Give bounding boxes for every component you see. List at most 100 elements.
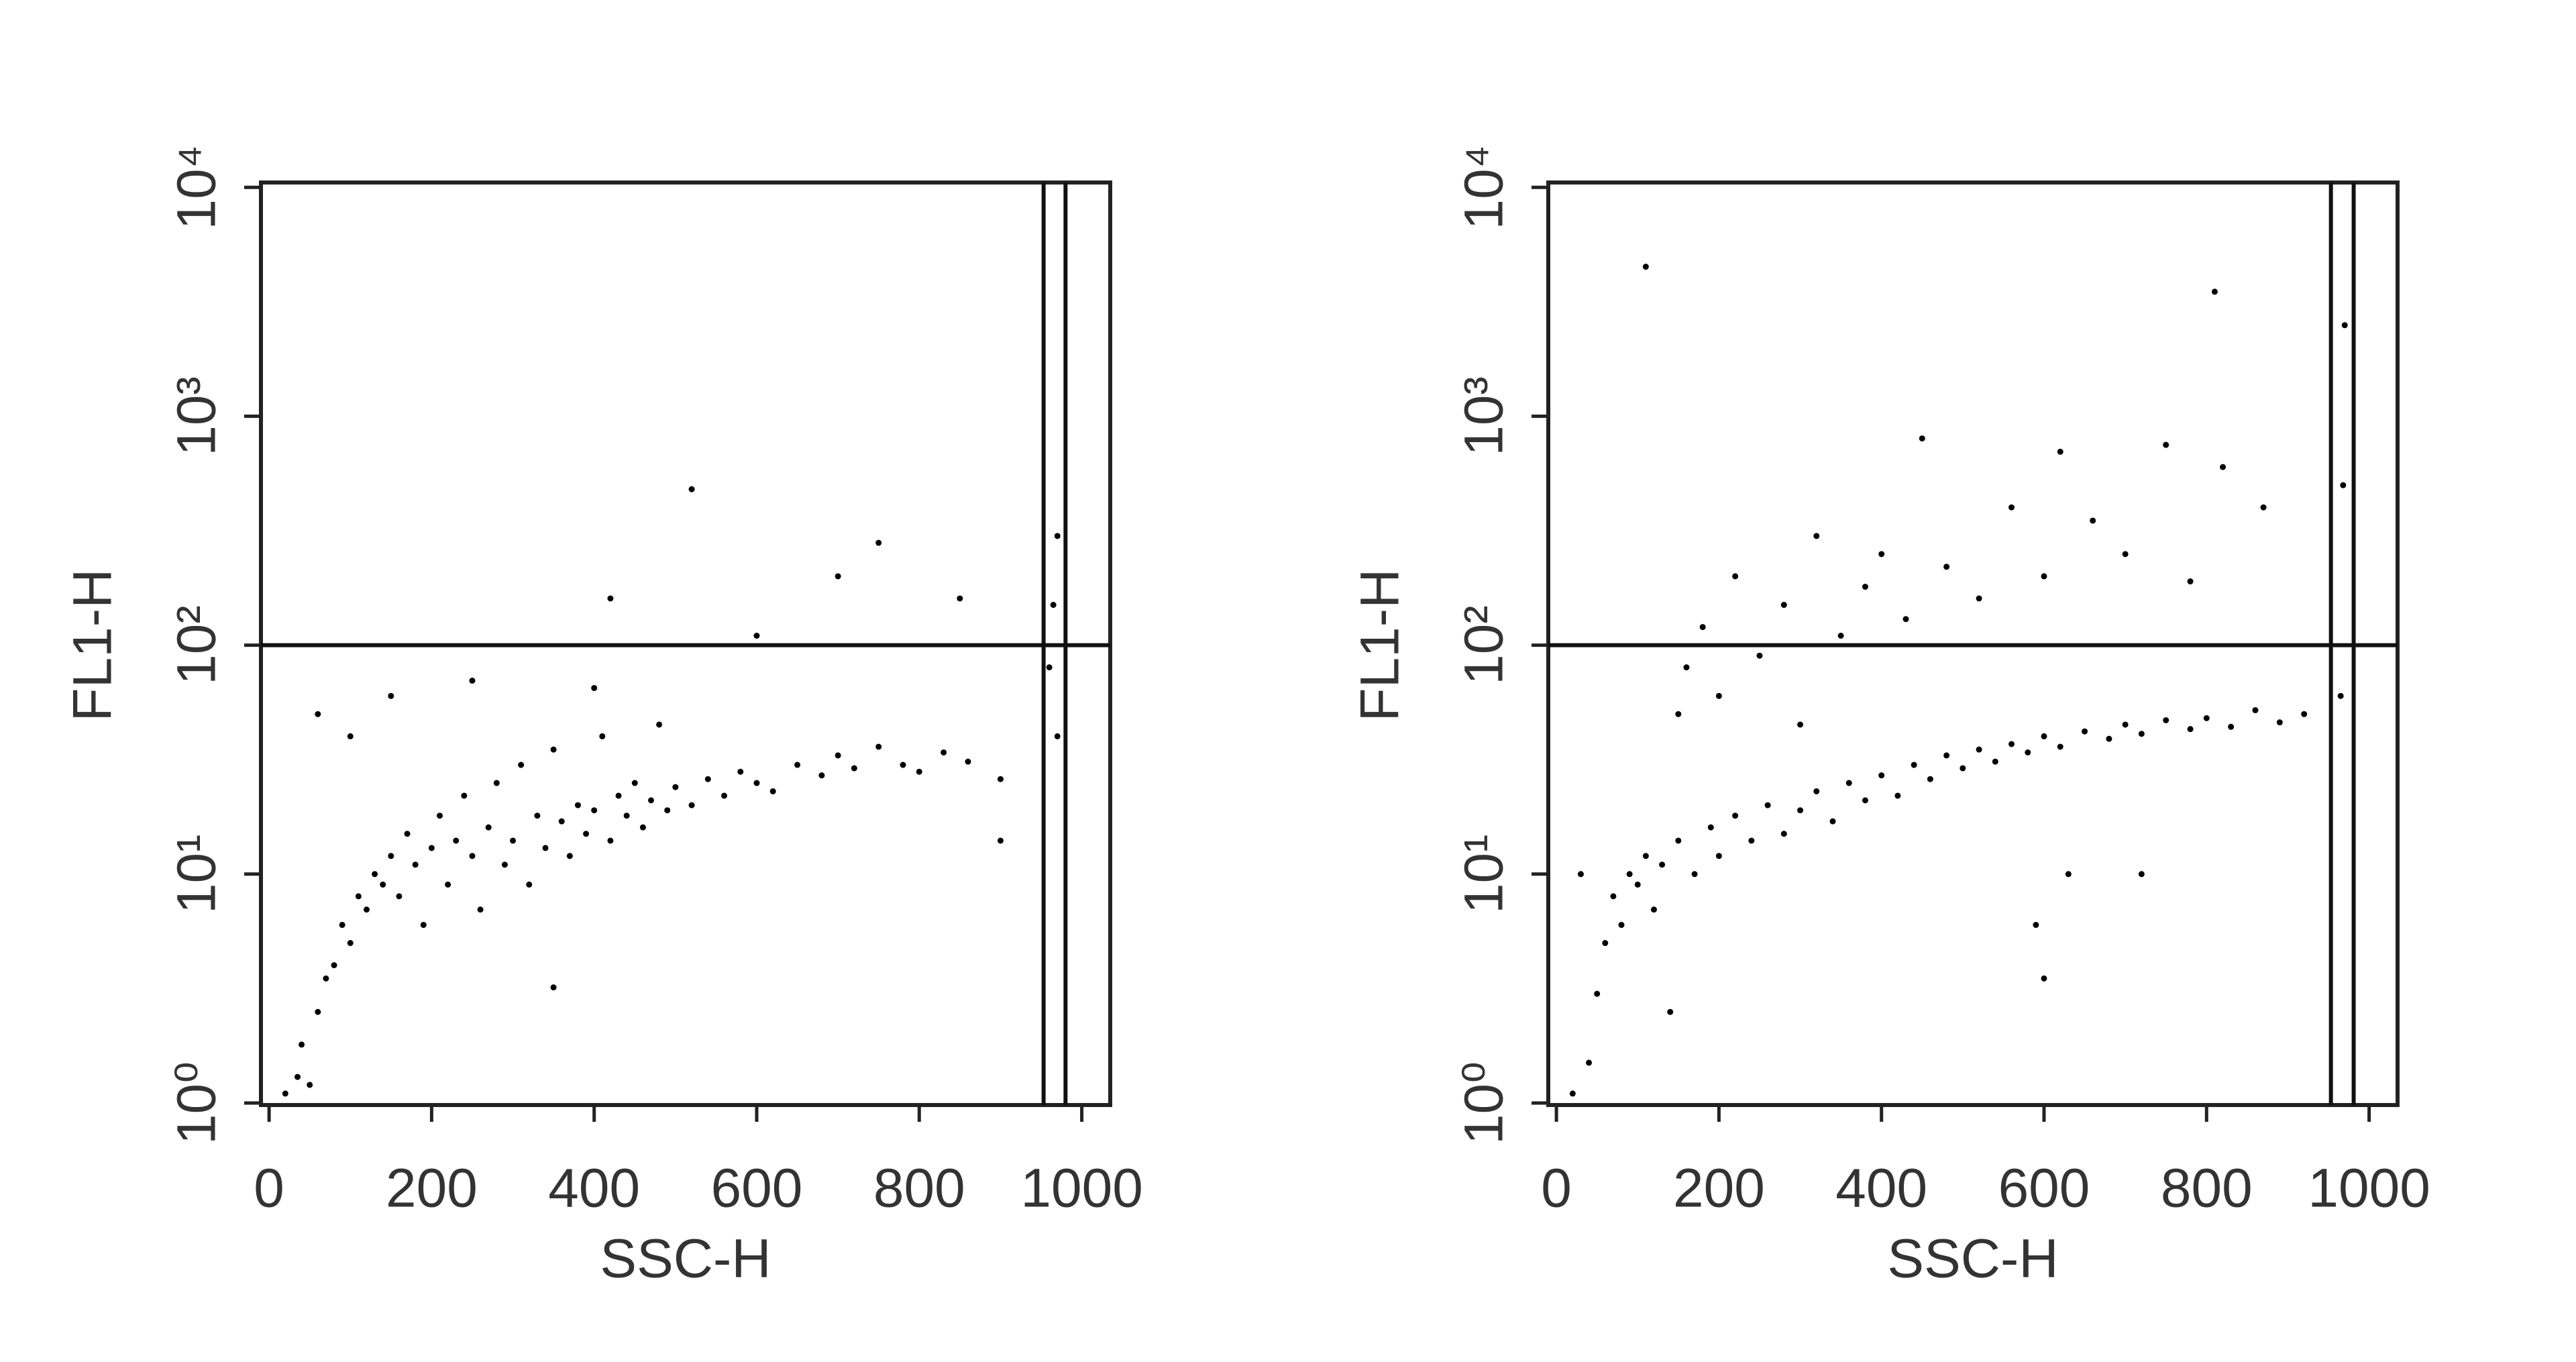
data-point: [355, 893, 362, 900]
y-tick-label: 10⁰: [1454, 1061, 1515, 1145]
data-point: [307, 1082, 313, 1088]
data-point: [1878, 551, 1885, 558]
data-point: [965, 758, 971, 765]
data-point: [1829, 818, 1836, 825]
x-tick-label: 400: [1835, 1158, 1927, 1219]
data-point: [323, 975, 329, 982]
data-point: [875, 743, 882, 750]
data-point: [347, 733, 354, 739]
data-point: [900, 762, 906, 768]
data-point: [1683, 664, 1690, 671]
x-tick-label: 600: [1998, 1158, 2090, 1219]
data-point: [1610, 893, 1617, 900]
data-point: [957, 595, 963, 602]
data-point: [1813, 788, 1820, 794]
data-point: [2008, 741, 2015, 747]
data-point: [493, 780, 500, 786]
data-point: [347, 940, 354, 947]
data-point: [2122, 721, 2129, 728]
data-point: [1659, 861, 1666, 868]
data-point: [1976, 595, 1982, 602]
data-point: [607, 837, 614, 844]
data-point: [835, 752, 841, 759]
data-point: [542, 845, 549, 851]
data-point: [1797, 807, 1804, 814]
data-point: [461, 792, 468, 799]
data-point: [566, 853, 573, 859]
data-point: [1797, 721, 1804, 728]
data-point: [477, 906, 484, 913]
data-point: [380, 881, 386, 888]
data-point: [769, 788, 776, 794]
data-point: [664, 807, 671, 814]
data-point: [1634, 881, 1641, 888]
y-tick-label: 10²: [1454, 605, 1515, 685]
data-point: [574, 802, 581, 808]
data-point: [2057, 743, 2063, 750]
y-tick-label: 10⁰: [166, 1061, 227, 1145]
data-point: [656, 721, 663, 728]
data-point: [1691, 871, 1698, 878]
data-point: [1837, 632, 1844, 639]
x-tick-label: 400: [548, 1158, 640, 1219]
data-point: [1845, 780, 1852, 786]
data-point: [1602, 940, 1609, 947]
data-point: [1764, 802, 1771, 808]
data-point: [672, 784, 679, 790]
data-point: [607, 595, 614, 602]
data-point: [2276, 719, 2283, 726]
data-point: [818, 772, 825, 779]
data-point: [1862, 584, 1868, 590]
data-point: [1756, 652, 1763, 659]
data-point: [2065, 871, 2072, 878]
data-point: [1780, 602, 1787, 609]
data-point: [485, 824, 492, 831]
data-point: [420, 922, 427, 929]
data-point: [2228, 723, 2235, 730]
data-point: [1748, 837, 1755, 844]
data-point: [1046, 664, 1053, 671]
data-point: [1927, 776, 1933, 782]
x-axis-title: SSC-H: [600, 1228, 771, 1290]
x-tick-label: 1000: [1020, 1158, 1142, 1219]
data-point: [688, 486, 695, 492]
data-point: [331, 962, 337, 969]
data-point: [591, 684, 598, 691]
data-point: [1894, 792, 1901, 799]
scatter-panel: 0 200 400 600 800 1000 10⁰ 10¹ 10² 10³ 10⁴ SSC-H FL1…: [62, 145, 1143, 1290]
data-point: [688, 802, 695, 808]
data-point: [1642, 264, 1649, 270]
y-tick-label: 10¹: [166, 835, 227, 914]
data-point: [1642, 853, 1649, 859]
data-point: [2041, 733, 2047, 739]
data-point: [2220, 464, 2226, 470]
data-point: [753, 780, 760, 786]
data-point: [2337, 692, 2344, 699]
y-axis-title: FL1-H: [1350, 569, 1411, 722]
data-point: [469, 853, 476, 859]
scatter-panel: 0 200 400 600 800 1000 10⁰ 10¹ 10² 10³ 10⁴ SSC-H FL1…: [1350, 145, 2430, 1290]
data-point: [623, 813, 630, 819]
data-point: [1780, 831, 1787, 837]
data-point: [428, 845, 435, 851]
data-point: [339, 922, 345, 929]
data-point: [1943, 752, 1950, 759]
data-point: [1715, 853, 1722, 859]
data-point: [794, 762, 801, 768]
data-point: [2033, 922, 2039, 929]
data-point: [534, 813, 541, 819]
data-point: [737, 768, 744, 775]
data-point: [2252, 707, 2259, 714]
data-point: [558, 818, 565, 825]
data-point: [2211, 289, 2218, 295]
data-point: [2106, 735, 2112, 742]
x-tick-label: 800: [2161, 1158, 2253, 1219]
data-point: [388, 853, 394, 859]
data-point: [404, 831, 411, 837]
data-point: [1862, 797, 1868, 804]
data-point: [851, 765, 857, 772]
y-tick-label: 10⁴: [166, 145, 227, 229]
data-point: [2301, 711, 2308, 717]
